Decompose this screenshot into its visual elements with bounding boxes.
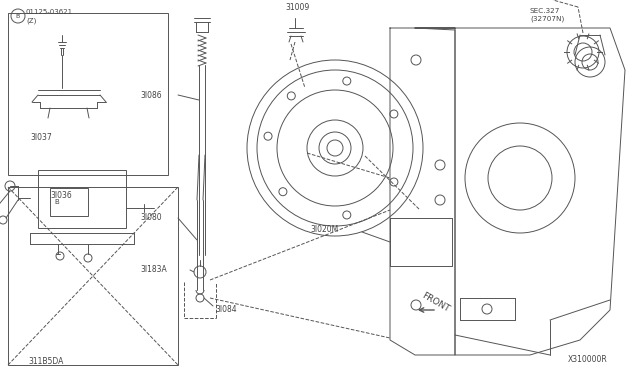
Text: 3l037: 3l037 — [30, 134, 52, 142]
Bar — [8, 13, 168, 175]
Text: X310000R: X310000R — [568, 356, 608, 365]
Bar — [50, 188, 88, 216]
Text: 31009: 31009 — [285, 3, 309, 13]
Text: B: B — [15, 13, 19, 19]
Text: 3l020M: 3l020M — [310, 225, 339, 234]
Text: (Z): (Z) — [26, 18, 36, 24]
Text: SEC.327
(32707N): SEC.327 (32707N) — [530, 8, 564, 22]
Text: 3l080: 3l080 — [140, 214, 162, 222]
Text: FRONT: FRONT — [420, 291, 451, 314]
Text: B: B — [54, 199, 59, 205]
Text: 3l086: 3l086 — [140, 90, 162, 99]
Text: 3l036: 3l036 — [50, 190, 72, 199]
Bar — [8, 187, 178, 365]
Text: 01125-03621: 01125-03621 — [26, 9, 73, 15]
Text: 311B5DA: 311B5DA — [28, 357, 63, 366]
Bar — [38, 170, 126, 228]
Text: 3l183A: 3l183A — [140, 266, 167, 275]
Text: 3l084: 3l084 — [215, 305, 237, 314]
